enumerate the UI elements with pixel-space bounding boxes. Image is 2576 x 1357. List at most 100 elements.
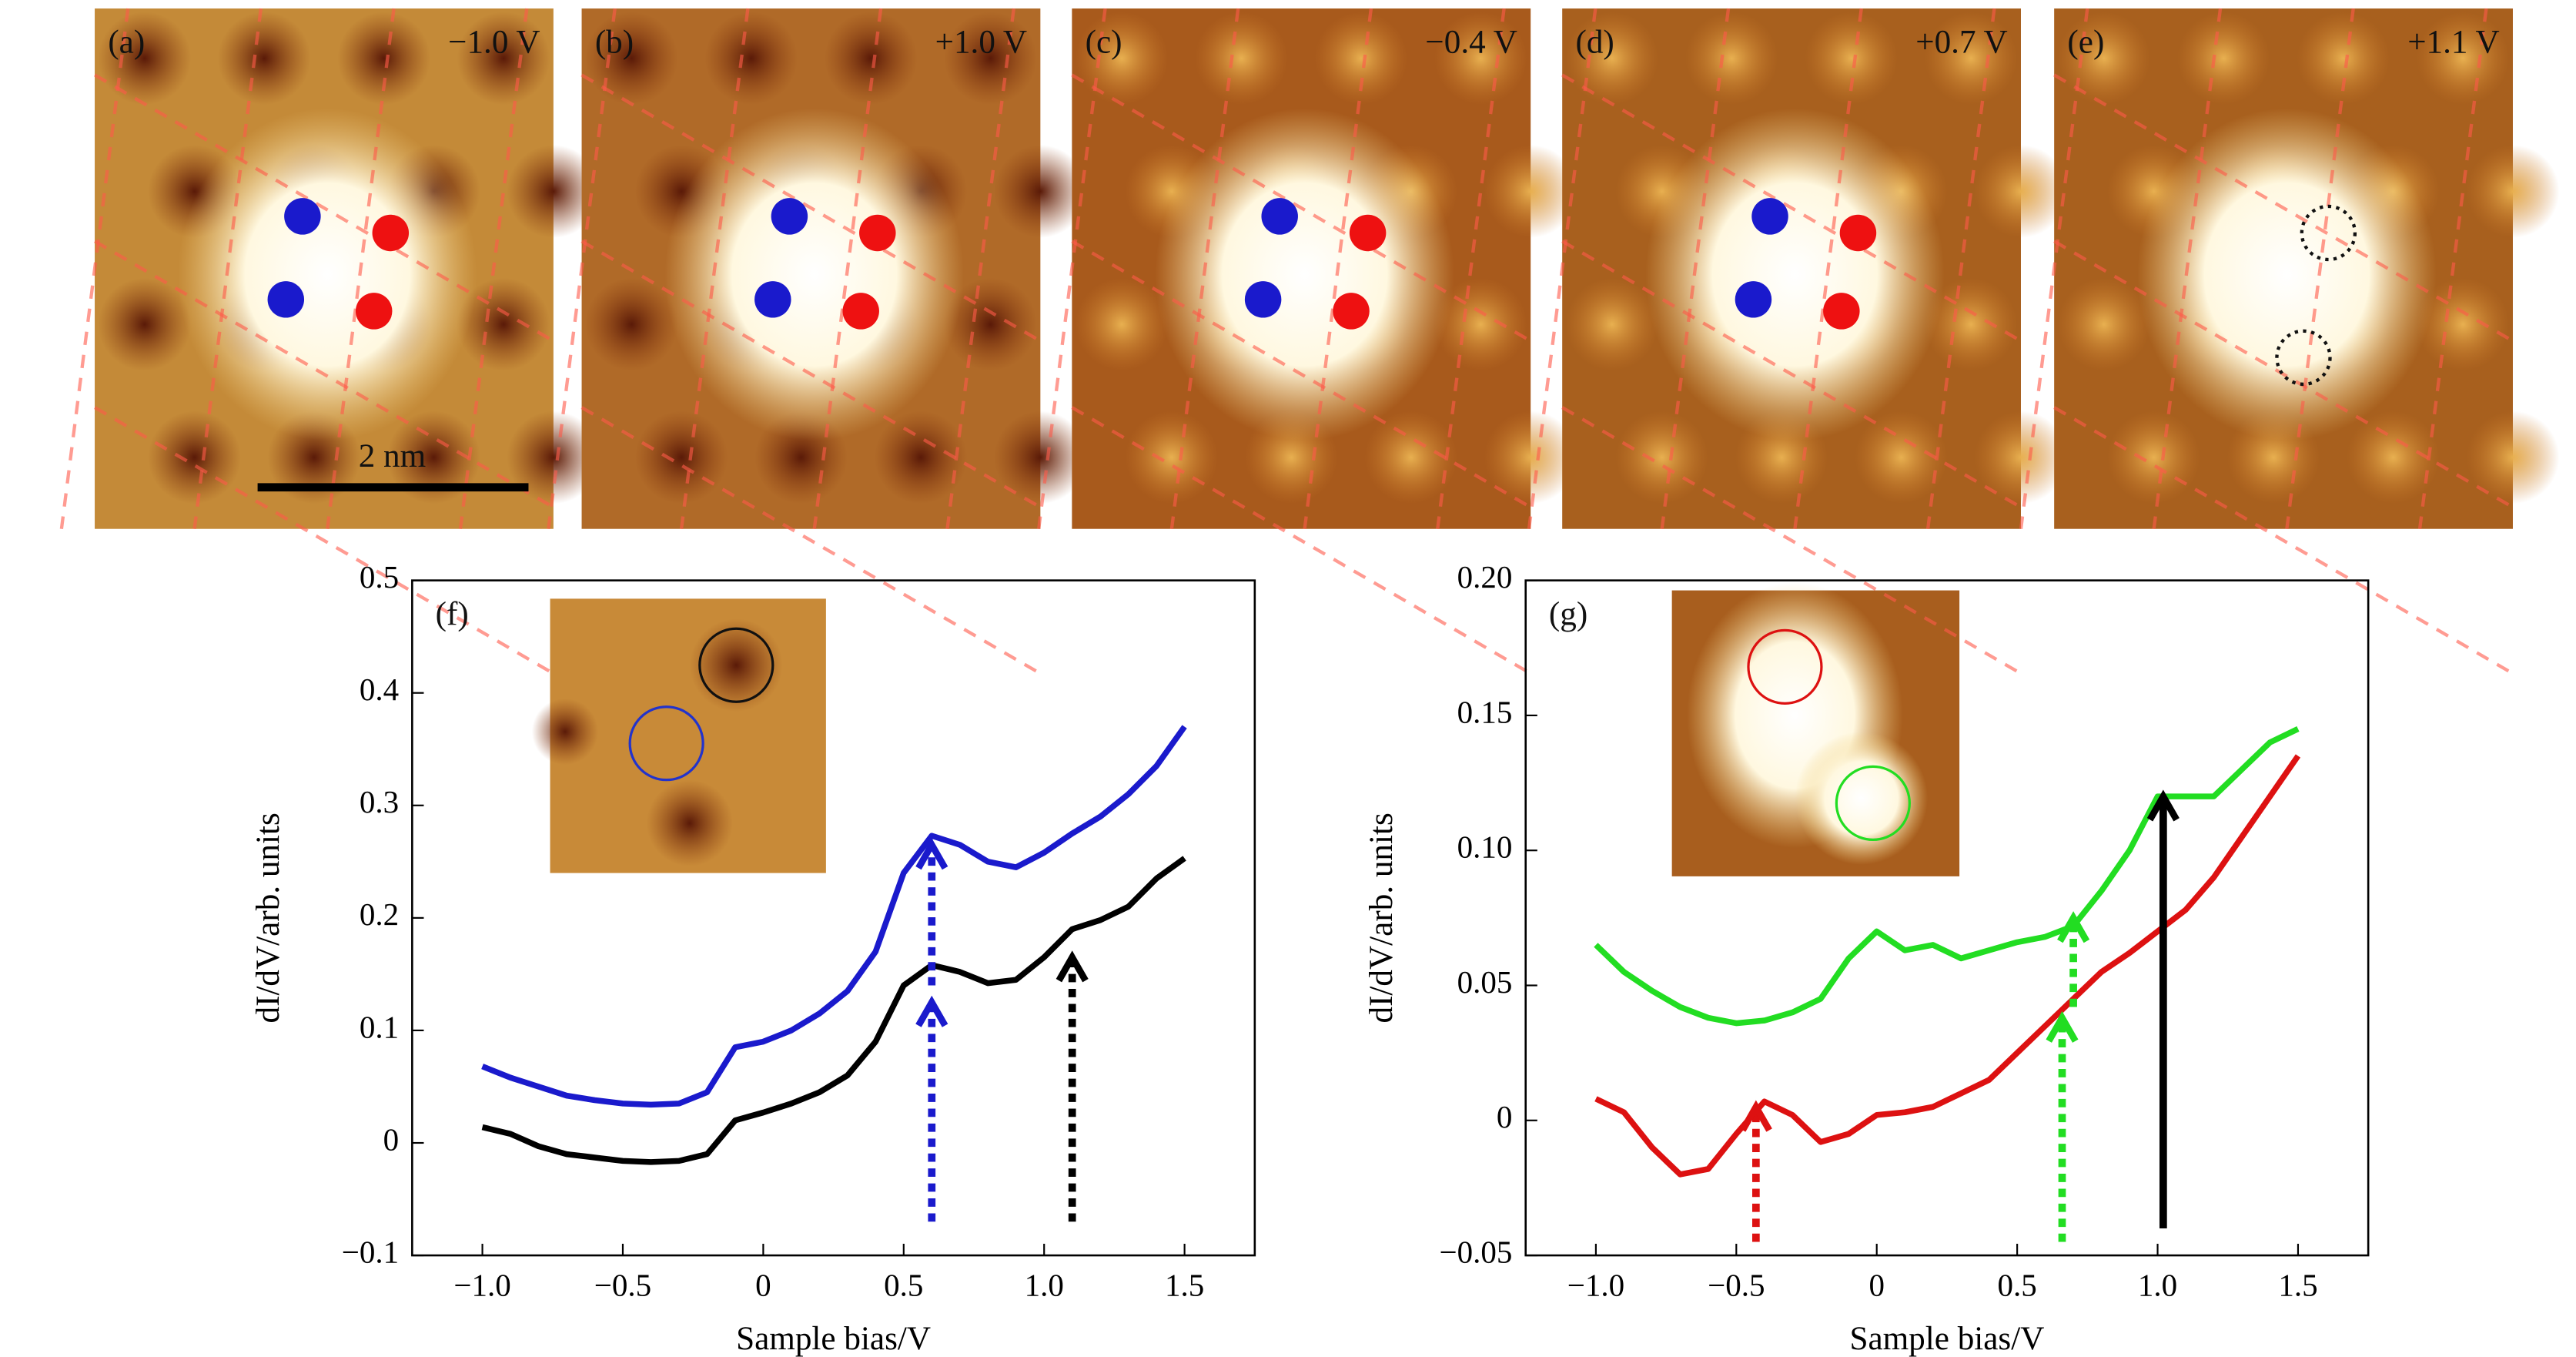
pit <box>98 277 192 371</box>
bump <box>2466 410 2560 504</box>
bump <box>2416 277 2510 371</box>
x-tick-label: 0 <box>1868 1268 1885 1303</box>
x-axis-label: Sample bias/V <box>736 1321 931 1357</box>
bump <box>1314 12 1408 106</box>
arrow-head <box>915 995 948 1027</box>
bump <box>1195 12 1288 106</box>
pit <box>386 410 480 504</box>
arrow-head <box>1055 950 1089 983</box>
bump <box>1974 145 2068 238</box>
inset-image <box>1671 581 1960 876</box>
x-tick-label: 1.0 <box>1025 1268 1064 1303</box>
atom-dot <box>1261 198 1298 235</box>
pit <box>944 277 1038 371</box>
bump <box>1684 12 1778 106</box>
bump <box>1484 145 1577 238</box>
lattice-line <box>1793 8 1863 529</box>
pit <box>507 410 601 504</box>
lattice-line <box>2152 8 2223 529</box>
lattice-line <box>59 8 130 529</box>
series-line <box>481 856 1186 1165</box>
lattice-line <box>1925 8 1996 529</box>
arrow-head <box>915 838 948 870</box>
series-line <box>481 725 1187 1108</box>
atom-dot <box>1839 214 1877 252</box>
lattice-line <box>812 8 883 529</box>
atom-dot <box>859 214 896 252</box>
bump <box>1855 410 1949 504</box>
pit <box>993 145 1087 238</box>
inset-image <box>531 598 826 873</box>
lattice-line <box>1436 8 1506 529</box>
arrow <box>2146 789 2180 1229</box>
x-tick-label: −0.5 <box>1708 1268 1765 1303</box>
dotted-circle <box>2300 204 2357 262</box>
lattice-line <box>2285 8 2355 529</box>
lattice-line <box>1071 406 1532 675</box>
plot-frame <box>411 579 1256 1257</box>
bump <box>2176 12 2270 106</box>
bump <box>2107 410 2201 504</box>
pit <box>217 12 311 106</box>
x-tick-label: 0.5 <box>1998 1268 2037 1303</box>
y-tick-label: 0.5 <box>360 559 399 595</box>
atom-dot <box>1735 281 1772 318</box>
plot-frame <box>1524 579 2370 1257</box>
atom-dot <box>1751 198 1788 235</box>
pit <box>704 12 798 106</box>
dotted-circle <box>2275 329 2332 387</box>
lattice-line <box>580 406 1042 675</box>
bump <box>1924 12 2018 106</box>
bright-blob <box>664 108 965 441</box>
lattice-line <box>1303 8 1373 529</box>
lattice-line <box>2417 8 2488 529</box>
pit <box>874 410 968 504</box>
lattice-line <box>1561 240 2022 509</box>
arrow <box>915 995 948 1222</box>
bump <box>1565 12 1659 106</box>
y-axis-label: dI/dV/arb. units <box>250 813 286 1023</box>
bias-label: +1.0 V <box>935 24 1027 60</box>
panel-label: (d) <box>1575 24 1614 60</box>
lattice-line <box>679 8 750 529</box>
y-tick-label: −0.1 <box>342 1234 399 1269</box>
pit <box>457 277 550 371</box>
atom-dot <box>1349 214 1387 252</box>
lattice-line <box>547 8 617 529</box>
x-tick-label: 1.5 <box>1165 1268 1204 1303</box>
series-line <box>1594 726 2300 1027</box>
series-line <box>1594 754 2301 1178</box>
stm-image: (c) −0.4 V <box>1037 8 1577 675</box>
y-tick-label: 0.15 <box>1457 694 1513 729</box>
bump <box>1805 12 1899 106</box>
bump <box>2416 12 2510 106</box>
bias-label: +0.7 V <box>1915 24 2007 60</box>
x-tick-label: 1.0 <box>2138 1268 2177 1303</box>
bump <box>1434 12 1527 106</box>
bump <box>1075 277 1169 371</box>
bump <box>1075 12 1169 106</box>
lattice-line <box>1071 240 1532 509</box>
atom-dot <box>284 198 321 235</box>
y-tick-label: 0.20 <box>1457 559 1513 595</box>
atom-dot <box>1244 281 1282 318</box>
y-tick-label: 0.1 <box>360 1009 399 1044</box>
lattice-line <box>326 8 396 529</box>
bump <box>1974 410 2068 504</box>
panel-label: (e) <box>2067 24 2104 60</box>
bias-label: +1.1 V <box>2407 24 2499 60</box>
lattice-line <box>1660 8 1731 529</box>
x-tick-label: 0 <box>755 1268 771 1303</box>
atom-dot <box>754 281 791 318</box>
arrow <box>1739 1100 1772 1242</box>
x-tick-label: 1.5 <box>2278 1268 2317 1303</box>
lattice-line <box>2053 73 2514 343</box>
lattice-line <box>1527 8 1597 529</box>
panel-label: (f) <box>436 596 469 632</box>
lattice-line <box>1071 73 1532 343</box>
atom-dot <box>267 281 305 318</box>
atom-dot <box>1333 293 1370 330</box>
x-tick-label: −1.0 <box>1567 1268 1624 1303</box>
